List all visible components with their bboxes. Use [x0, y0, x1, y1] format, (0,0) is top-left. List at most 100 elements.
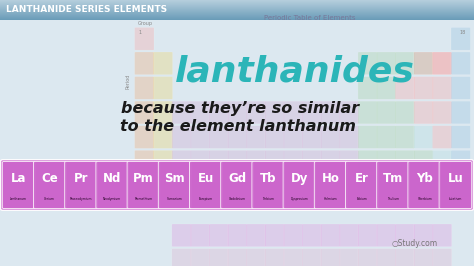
FancyBboxPatch shape	[246, 101, 265, 124]
FancyBboxPatch shape	[395, 150, 415, 173]
FancyBboxPatch shape	[432, 52, 452, 75]
Text: Tb: Tb	[260, 172, 276, 185]
FancyBboxPatch shape	[339, 224, 359, 247]
FancyBboxPatch shape	[172, 101, 191, 124]
FancyBboxPatch shape	[209, 175, 228, 198]
Text: Ho: Ho	[322, 172, 339, 185]
Bar	[0, 9, 474, 10]
FancyBboxPatch shape	[395, 52, 415, 75]
Text: Group: Group	[137, 22, 153, 27]
Bar	[0, 1, 474, 2]
FancyBboxPatch shape	[228, 175, 247, 198]
Bar	[0, 5, 474, 6]
FancyBboxPatch shape	[376, 150, 396, 173]
FancyBboxPatch shape	[451, 52, 470, 75]
FancyBboxPatch shape	[283, 248, 303, 266]
FancyBboxPatch shape	[321, 248, 340, 266]
FancyBboxPatch shape	[228, 101, 247, 124]
FancyBboxPatch shape	[283, 150, 303, 173]
FancyBboxPatch shape	[265, 150, 284, 173]
FancyBboxPatch shape	[191, 101, 210, 124]
Text: Lu: Lu	[447, 172, 463, 185]
FancyBboxPatch shape	[228, 150, 247, 173]
FancyBboxPatch shape	[321, 126, 340, 148]
Text: because they’re so similar: because they’re so similar	[121, 101, 359, 115]
FancyBboxPatch shape	[432, 52, 452, 75]
FancyBboxPatch shape	[339, 150, 359, 173]
FancyBboxPatch shape	[265, 224, 284, 247]
FancyBboxPatch shape	[432, 248, 452, 266]
Text: Er: Er	[355, 172, 369, 185]
FancyBboxPatch shape	[153, 52, 173, 75]
FancyBboxPatch shape	[395, 248, 415, 266]
FancyBboxPatch shape	[414, 52, 433, 75]
FancyBboxPatch shape	[153, 175, 173, 198]
FancyBboxPatch shape	[0, 160, 474, 210]
FancyBboxPatch shape	[339, 175, 359, 198]
FancyBboxPatch shape	[377, 161, 409, 209]
FancyBboxPatch shape	[376, 77, 396, 99]
Text: Pm: Pm	[133, 172, 154, 185]
FancyBboxPatch shape	[228, 248, 247, 266]
FancyBboxPatch shape	[246, 150, 265, 173]
FancyBboxPatch shape	[172, 150, 191, 173]
FancyBboxPatch shape	[414, 175, 433, 198]
Text: Holmium: Holmium	[324, 197, 337, 201]
FancyBboxPatch shape	[96, 161, 128, 209]
FancyBboxPatch shape	[414, 248, 433, 266]
FancyBboxPatch shape	[246, 126, 265, 148]
Text: Gd: Gd	[228, 172, 246, 185]
FancyBboxPatch shape	[321, 224, 340, 247]
FancyBboxPatch shape	[395, 101, 415, 124]
Text: Periodic Table of Elements: Periodic Table of Elements	[264, 15, 356, 21]
FancyBboxPatch shape	[414, 77, 433, 99]
Bar	[0, 18, 474, 19]
Text: Lutetium: Lutetium	[449, 197, 462, 201]
FancyBboxPatch shape	[432, 150, 452, 173]
FancyBboxPatch shape	[451, 101, 470, 124]
FancyBboxPatch shape	[153, 101, 173, 124]
FancyBboxPatch shape	[190, 161, 222, 209]
FancyBboxPatch shape	[172, 175, 191, 198]
FancyBboxPatch shape	[432, 175, 452, 198]
FancyBboxPatch shape	[153, 150, 173, 173]
Text: Sm: Sm	[164, 172, 185, 185]
FancyBboxPatch shape	[228, 224, 247, 247]
FancyBboxPatch shape	[339, 126, 359, 148]
FancyBboxPatch shape	[395, 224, 415, 247]
FancyBboxPatch shape	[321, 150, 340, 173]
Text: Eu: Eu	[198, 172, 214, 185]
FancyBboxPatch shape	[321, 175, 340, 198]
FancyBboxPatch shape	[228, 126, 247, 148]
FancyBboxPatch shape	[302, 224, 321, 247]
Text: Terbium: Terbium	[262, 197, 274, 201]
FancyBboxPatch shape	[414, 101, 433, 124]
FancyBboxPatch shape	[358, 150, 377, 173]
Text: 1: 1	[138, 30, 142, 35]
FancyBboxPatch shape	[395, 175, 415, 198]
FancyBboxPatch shape	[358, 224, 377, 247]
FancyBboxPatch shape	[439, 161, 472, 209]
FancyBboxPatch shape	[395, 77, 415, 99]
FancyBboxPatch shape	[432, 101, 452, 124]
FancyBboxPatch shape	[314, 161, 347, 209]
FancyBboxPatch shape	[451, 175, 470, 198]
FancyBboxPatch shape	[2, 161, 35, 209]
Text: 18: 18	[460, 30, 466, 35]
FancyBboxPatch shape	[358, 175, 377, 198]
Text: Erbium: Erbium	[356, 197, 367, 201]
FancyBboxPatch shape	[432, 224, 452, 247]
FancyBboxPatch shape	[302, 101, 321, 124]
FancyBboxPatch shape	[135, 52, 154, 75]
Text: ○Study.com: ○Study.com	[392, 239, 438, 248]
FancyBboxPatch shape	[283, 224, 303, 247]
FancyBboxPatch shape	[135, 175, 154, 198]
FancyBboxPatch shape	[451, 126, 470, 148]
FancyBboxPatch shape	[414, 126, 433, 148]
FancyBboxPatch shape	[191, 248, 210, 266]
Bar	[0, 7, 474, 8]
FancyBboxPatch shape	[265, 175, 284, 198]
FancyBboxPatch shape	[395, 126, 415, 148]
Bar	[0, 6, 474, 7]
FancyBboxPatch shape	[283, 175, 303, 198]
